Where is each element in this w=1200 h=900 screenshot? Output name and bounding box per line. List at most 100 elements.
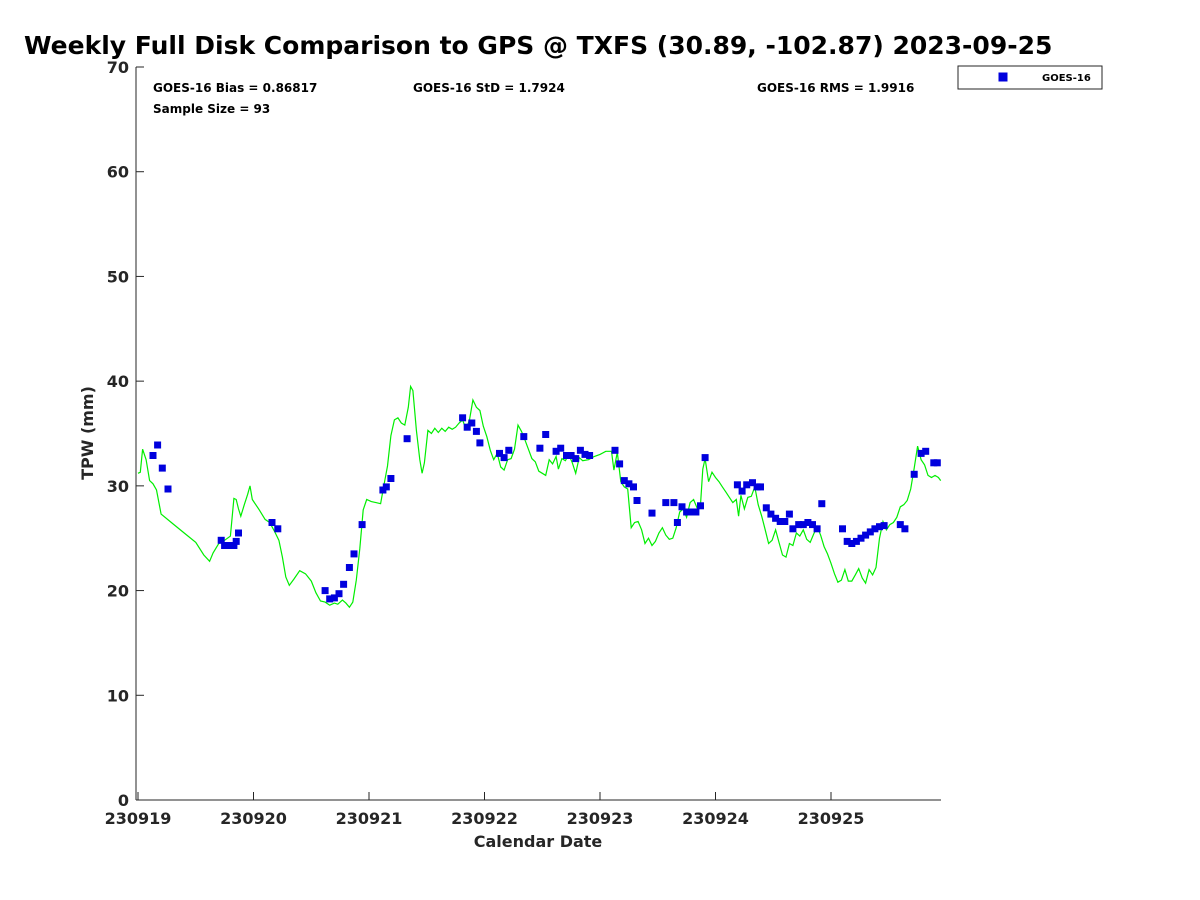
goes-16-point	[500, 454, 508, 462]
x-tick-label: 230921	[336, 809, 403, 828]
goes-16-point	[933, 459, 941, 467]
stat-std: GOES-16 StD = 1.7924	[413, 81, 565, 95]
goes-16-point	[852, 537, 860, 545]
goes-16-point	[673, 519, 681, 526]
goes-16-point	[917, 449, 925, 457]
goes-16-point	[536, 444, 544, 452]
chart-title: Weekly Full Disk Comparison to GPS @ TXF…	[24, 31, 1052, 60]
goes-16-point	[871, 525, 879, 533]
goes-16-point	[326, 595, 334, 603]
goes-16-point	[922, 447, 930, 455]
goes-16-point	[683, 508, 691, 516]
x-tick-label: 230924	[682, 809, 749, 828]
x-axis-label: Calendar Date	[474, 832, 603, 851]
goes-16-point	[813, 525, 821, 533]
goes-16-point	[572, 455, 580, 463]
stat-rms: GOES-16 RMS = 1.9916	[757, 81, 914, 95]
goes-16-point	[476, 439, 484, 447]
goes-16-point	[781, 518, 789, 525]
goes-16-point	[154, 441, 162, 449]
goes-16-point	[697, 502, 704, 510]
y-tick-label: 50	[107, 267, 129, 286]
goes-16-point	[701, 454, 709, 462]
y-tick-label: 70	[107, 58, 129, 77]
goes-16-point	[567, 452, 575, 459]
goes-16-point	[789, 525, 797, 533]
goes-16-point	[866, 528, 874, 536]
goes-16-point	[472, 427, 480, 435]
goes-16-point	[387, 475, 395, 482]
goes-16-point	[738, 487, 746, 495]
y-tick-label: 10	[107, 686, 129, 705]
goes-16-point	[848, 540, 856, 547]
goes-16-point	[785, 510, 793, 518]
goes-16-point	[230, 542, 238, 549]
goes-16-point	[403, 435, 411, 443]
goes-16-point	[557, 444, 565, 452]
goes-16-point	[158, 464, 166, 472]
goes-16-point	[862, 531, 870, 539]
goes-16-point	[225, 542, 233, 549]
goes-16-point	[330, 594, 338, 602]
y-axis-label: TPW (mm)	[78, 386, 97, 480]
goes-16-point	[576, 446, 584, 454]
legend: GOES-16	[957, 65, 1103, 90]
goes-16-point	[616, 460, 624, 468]
goes-16-point	[581, 450, 589, 458]
x-tick-label: 230923	[567, 809, 634, 828]
goes-16-point	[232, 537, 240, 545]
goes-16-point	[733, 481, 741, 489]
goes-16-point	[235, 529, 242, 537]
goes-16-point	[809, 521, 816, 529]
goes-16-point	[335, 590, 343, 598]
x-tick-label: 230922	[451, 809, 518, 828]
goes-16-point	[762, 504, 770, 512]
goes-16-point	[799, 521, 807, 529]
goes-16-point	[843, 537, 851, 545]
goes-16-point	[670, 499, 678, 507]
goes-16-point	[358, 521, 366, 529]
goes-16-point	[468, 419, 476, 427]
goes-16-point	[552, 447, 560, 455]
goes-16-point	[804, 519, 812, 526]
goes-16-point	[633, 497, 641, 504]
goes-16-point	[687, 508, 695, 516]
goes-16-point	[542, 431, 550, 438]
y-tick-label: 40	[107, 372, 129, 391]
goes-16-point	[217, 536, 225, 544]
goes-16-point	[459, 414, 467, 422]
y-ticks: 0 10 20 30 40 50 60 70	[107, 58, 144, 810]
goes-16-point	[772, 514, 780, 522]
x-tick-label: 230919	[105, 809, 172, 828]
goes-16-point	[620, 477, 628, 485]
legend-marker-goes-16	[998, 72, 1008, 82]
goes-16-point	[505, 446, 513, 454]
goes-16-point	[350, 550, 358, 558]
goes-16-point	[463, 423, 471, 431]
goes-16-point	[776, 518, 784, 525]
goes-16-point	[625, 480, 633, 488]
goes-16-point	[818, 500, 826, 508]
goes-16-point	[910, 470, 918, 478]
goes-16-point	[149, 452, 157, 459]
goes-16-point	[340, 580, 348, 588]
goes-16-point	[880, 522, 888, 530]
stat-sample-size: Sample Size = 93	[153, 102, 270, 116]
goes-16-point	[563, 452, 570, 459]
goes-16-point	[857, 534, 865, 542]
goes-16-point	[678, 503, 686, 511]
y-tick-label: 30	[107, 477, 129, 496]
goes-16-point	[630, 483, 637, 491]
goes-16-point	[757, 483, 764, 491]
goes-16-point	[743, 481, 751, 489]
goes-16-point	[749, 479, 756, 487]
goes-16-point	[496, 449, 503, 457]
goes-16-point	[692, 508, 700, 516]
x-tick-label: 230925	[798, 809, 865, 828]
goes-16-point	[321, 587, 329, 595]
goes-16-point	[274, 525, 282, 533]
legend-label-goes-16: GOES-16	[1042, 73, 1091, 84]
goes-16-point	[586, 452, 594, 459]
goes-16-point	[896, 521, 904, 529]
